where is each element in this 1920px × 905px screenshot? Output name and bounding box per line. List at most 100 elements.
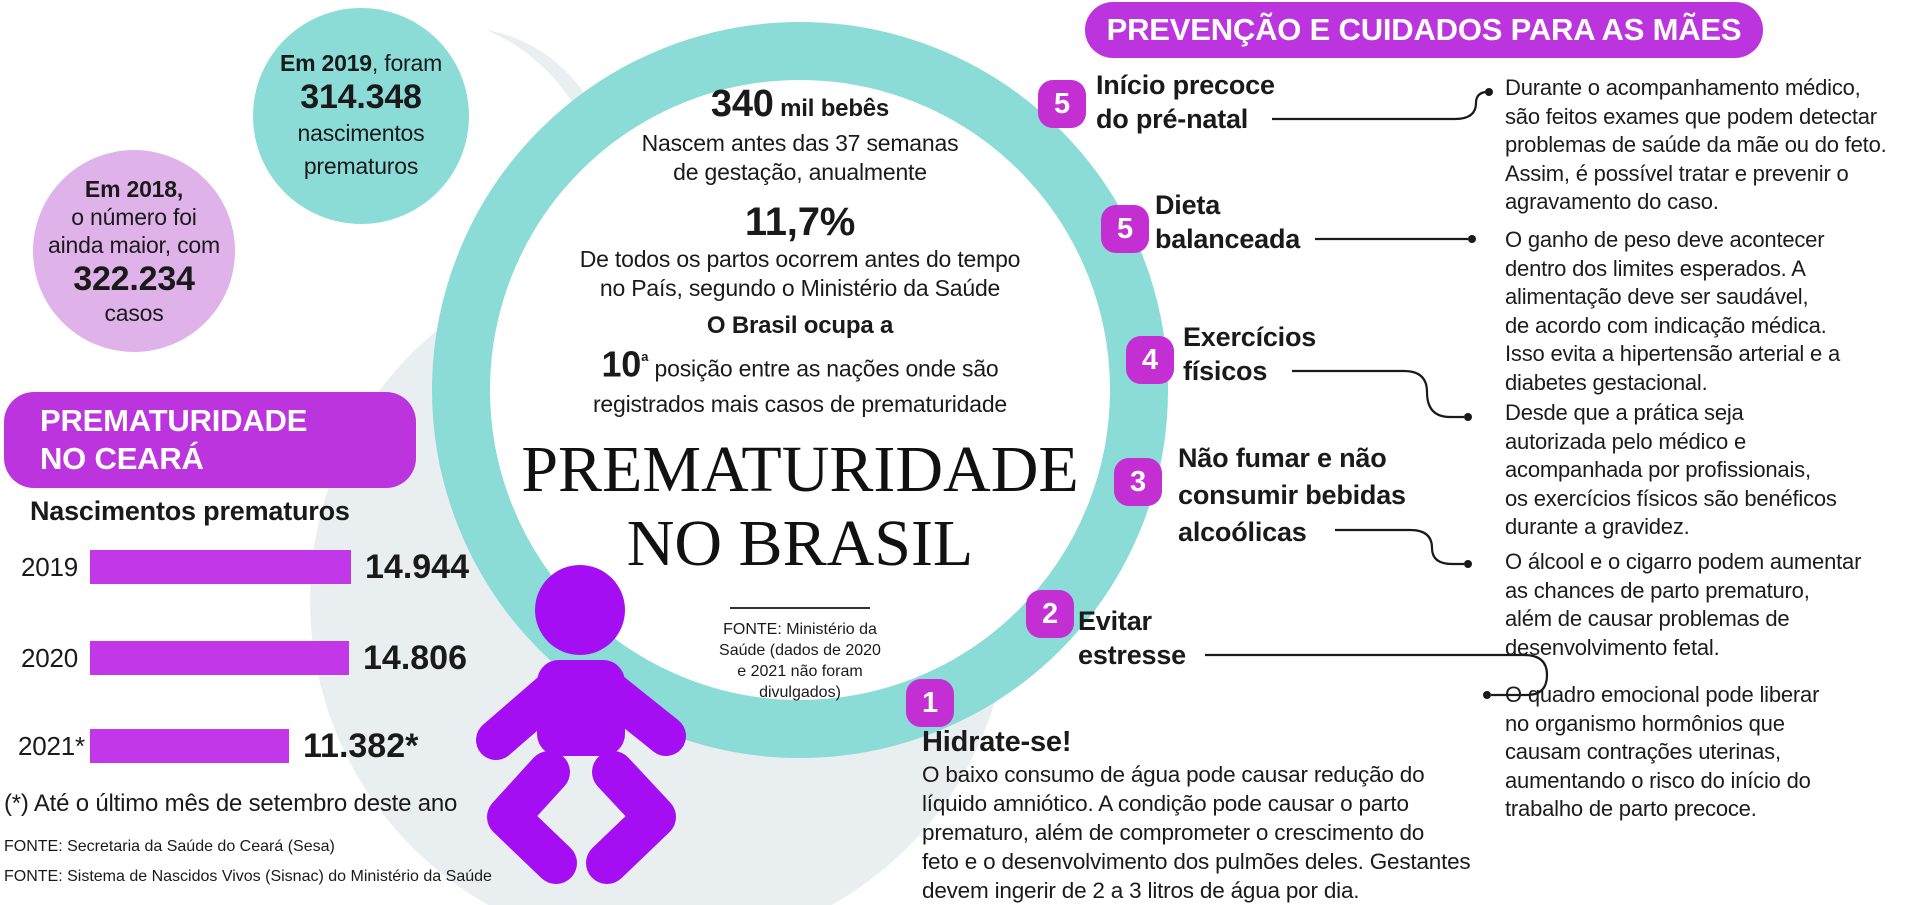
center-content: 340 mil bebês Nascem antes das 37 semana… (490, 84, 1110, 703)
center-source: FONTE: Ministério da Saúde (dados de 2020… (490, 619, 1110, 703)
text-line: acompanhada por profissionais, (1505, 457, 1811, 482)
text-line: Não fumar e não (1178, 443, 1387, 473)
badge-prenatal: 5 (1038, 80, 1086, 128)
ceara-banner: PREMATURIDADE NO CEARÁ (4, 392, 416, 488)
desc-prenatal: Durante o acompanhamento médico, são feit… (1505, 74, 1905, 217)
text-line: as chances de parto prematuro, (1505, 577, 1810, 603)
text-line: prematuros (303, 153, 419, 179)
text-line: PREMATURIDADE (40, 403, 308, 438)
text-line: O álcool e o cigarro podem aumentar (1505, 549, 1862, 574)
text-line: Dieta (1155, 190, 1221, 220)
text-line: e 2021 não foram (737, 662, 863, 680)
text-line: os exercícios físicos são benéficos (1505, 485, 1837, 511)
text-line: Início precoce (1096, 70, 1275, 100)
desc-exercicio: Desde que a prática seja autorizada pelo … (1505, 399, 1905, 542)
text-line: diabetes gestacional. (1505, 369, 1708, 395)
prevention-banner: PREVENÇÃO E CUIDADOS PARA AS MÃES (1085, 2, 1763, 58)
text-line: causam contrações uterinas, (1505, 739, 1781, 764)
text-line: no organismo hormônios que (1505, 710, 1785, 736)
bar-2019 (90, 550, 351, 584)
label-fumo: Não fumar e não consumir bebidas alcoólica… (1178, 440, 1406, 551)
desc-fumo: O álcool e o cigarro podem aumentar as ch… (1505, 548, 1905, 662)
stat-circle-2019-caption: nascimentos prematuros (298, 117, 425, 183)
stat-circle-2018-text: ainda maior, com (48, 232, 220, 258)
stat-circle-2019: Em 2019, foram 314.348 nascimentos premat… (253, 8, 469, 224)
text-line: O quadro emocional pode liberar (1505, 682, 1820, 707)
text-line: físicos (1183, 356, 1268, 386)
bar-year-label: 2021* (18, 730, 85, 761)
text-line: além de causar problemas de (1505, 606, 1790, 631)
bar-value-label: 14.944 (365, 547, 469, 586)
text-line: do pré-natal (1096, 104, 1249, 134)
stat-340-desc: Nascem antes das 37 semanas de gestação, … (490, 129, 1110, 187)
chart-title: Nascimentos prematuros (30, 496, 350, 526)
label-dieta: Dieta balanceada (1155, 188, 1300, 256)
source-line: FONTE: Sistema de Nascidos Vivos (Sisnac… (4, 868, 492, 885)
text-line: durante a gravidez. (1505, 514, 1690, 539)
bar-year-label: 2020 (20, 642, 78, 673)
text-line: NO BRASIL (626, 506, 974, 580)
bar-value-label: 14.806 (363, 638, 467, 677)
text-line: Assim, é possível tratar e prevenir o (1505, 160, 1849, 186)
connector-lines (1205, 88, 1549, 699)
stat-rank-intro: O Brasil ocupa a (706, 312, 894, 339)
hydrate-title: Hidrate-se! (922, 726, 1072, 758)
label-exercicio: Exercícios físicos (1183, 320, 1316, 388)
text-line: desenvolvimento fetal. (1505, 634, 1720, 660)
text-line: de acordo com indicação médica. (1505, 312, 1827, 338)
text-line: Desde que a prática seja (1505, 400, 1744, 425)
desc-estresse: O quadro emocional pode liberar no organi… (1505, 681, 1905, 824)
label-estresse: Evitar estresse (1078, 604, 1186, 672)
stat-340: 340 mil bebês (710, 83, 890, 125)
source-line: FONTE: Secretaria da Saúde do Ceará (Ses… (4, 838, 335, 855)
source-divider (730, 606, 870, 609)
text-line: são feitos exames que podem detectar (1505, 103, 1877, 129)
text-line: devem ingerir de 2 a 3 litros de água po… (922, 878, 1360, 903)
text-line: autorizada pelo médico e (1505, 428, 1747, 454)
stat-circle-2019-value: 314.348 (300, 78, 422, 116)
bar-value-label: 11.382* (303, 726, 419, 765)
text-line: Isso evita a hipertensão arterial e a (1505, 341, 1841, 366)
text-line: NO CEARÁ (40, 441, 204, 476)
stat-circle-2018-value: 322.234 (73, 260, 195, 298)
badge-dieta: 5 (1101, 205, 1149, 253)
stat-rank-desc: registrados mais casos de prematuridade (592, 390, 1008, 417)
stat-percent-desc: De todos os partos ocorrem antes do temp… (490, 245, 1110, 303)
text-line: Saúde (dados de 2020 (719, 641, 881, 659)
text-line: trabalho de parto precoce. (1505, 796, 1757, 821)
chart-footnote: (*) Até o último mês de setembro deste a… (4, 790, 458, 817)
bar-row-2020: 2020 14.806 (18, 635, 467, 681)
text-line: PREMATURIDADE (521, 432, 1079, 506)
badge-fumo: 3 (1114, 458, 1162, 506)
stat-percent: 11,7% (744, 200, 856, 244)
stat-circle-2018-intro: Em 2018, (84, 176, 184, 202)
text-line: Durante o acompanhamento médico, (1505, 75, 1861, 100)
text-line: Evitar (1078, 606, 1152, 636)
badge-estresse: 2 (1026, 590, 1074, 638)
text-line: alcoólicas (1178, 517, 1307, 547)
text-line: consumir bebidas (1178, 480, 1406, 510)
stat-circle-2018: Em 2018, o número foi ainda maior, com 3… (33, 150, 235, 352)
bar-year-label: 2019 (20, 551, 78, 582)
text-line: Exercícios (1183, 322, 1317, 352)
stat-circle-2019-intro: Em 2019, foram (279, 50, 443, 76)
text-line: problemas de saúde da mãe ou do feto. (1505, 132, 1887, 157)
text-line: alimentação deve ser saudável, (1505, 284, 1809, 309)
text-line: balanceada (1155, 224, 1301, 254)
label-prenatal: Início precoce do pré-natal (1096, 68, 1275, 136)
text-line: De todos os partos ocorrem antes do temp… (579, 246, 1021, 272)
text-line: dentro dos limites esperados. A (1505, 255, 1806, 281)
bar-row-2019: 2019 14.944 (18, 544, 469, 590)
badge-exercicio: 4 (1126, 336, 1174, 384)
text-line: feto e o desenvolvimento dos pulmões del… (922, 849, 1471, 874)
stat-circle-2018-caption: casos (104, 300, 164, 326)
text-line: O ganho de peso deve acontecer (1505, 227, 1825, 252)
text-line: nascimentos (297, 120, 425, 146)
text-line: O baixo consumo de água pode causar redu… (922, 762, 1425, 787)
badge-hidratacao: 1 (906, 679, 954, 727)
text-line: aumentando o risco do início do (1505, 767, 1811, 793)
bar-2021 (90, 729, 289, 763)
text-line: divulgados) (759, 683, 841, 701)
desc-dieta: O ganho de peso deve acontecer dentro dos… (1505, 226, 1905, 397)
